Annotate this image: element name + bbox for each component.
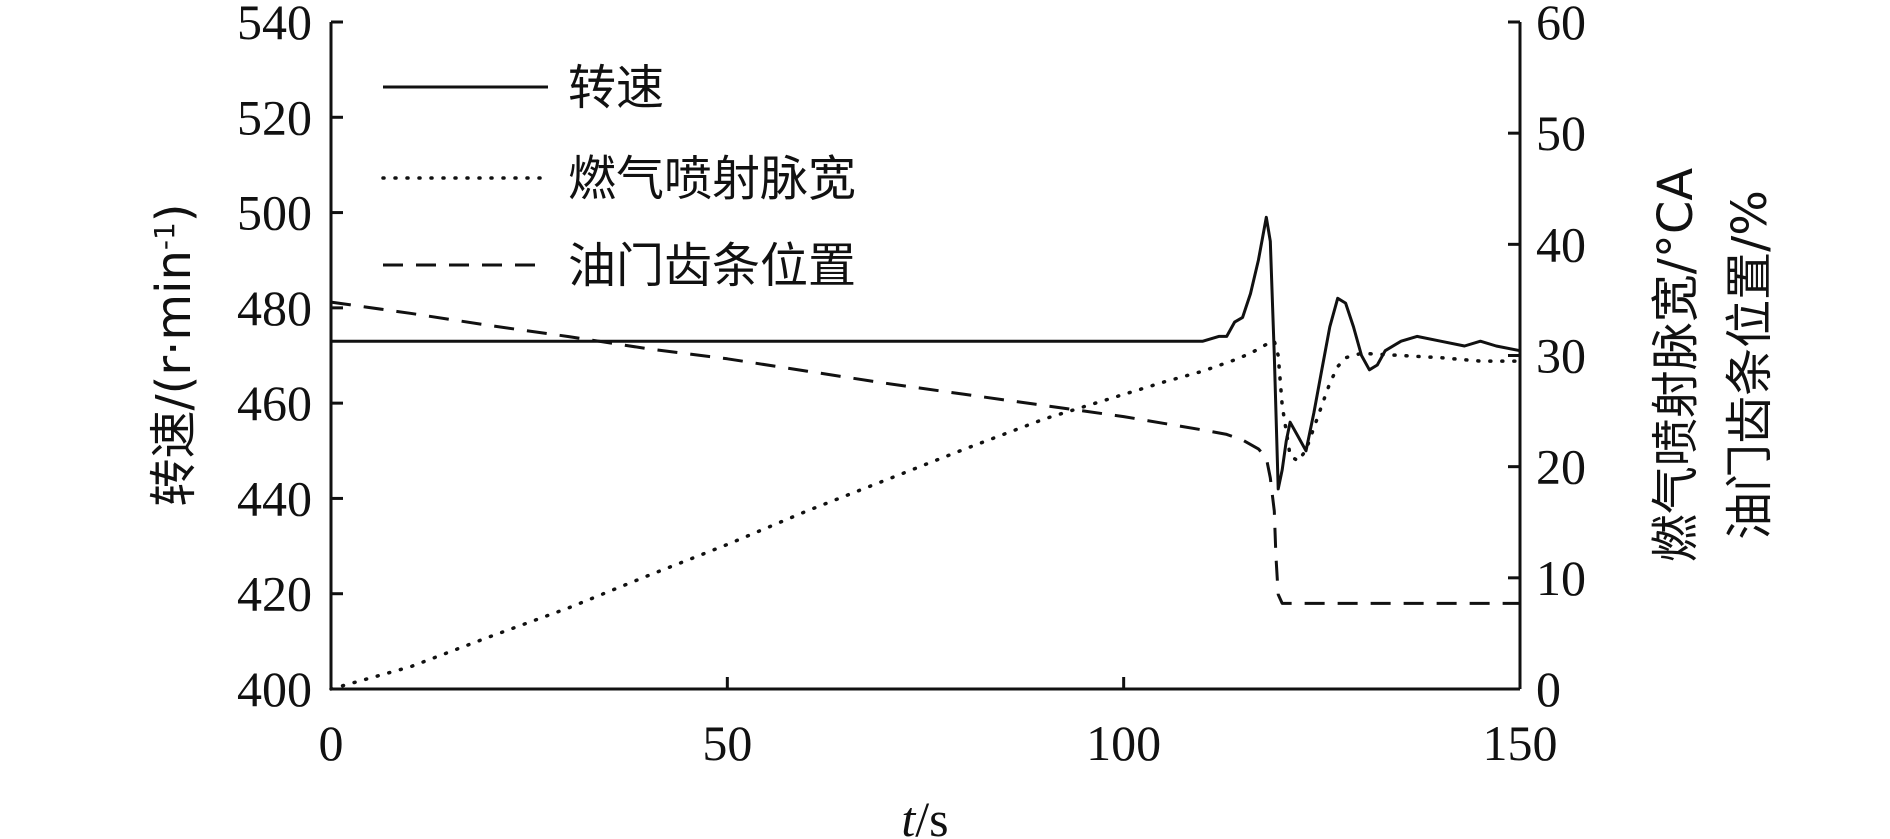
legend: 转速 燃气喷射脉宽 油门齿条位置 bbox=[381, 60, 856, 294]
y-right-tick-label: 40 bbox=[1536, 216, 1586, 272]
y-left-tick-label: 420 bbox=[237, 566, 312, 622]
y-right-tick-label: 60 bbox=[1536, 0, 1586, 50]
axes bbox=[329, 22, 1522, 691]
y-left-axis-title-sup: -1 bbox=[148, 222, 181, 250]
y-left-tick-label: 460 bbox=[237, 375, 312, 431]
series-layer bbox=[329, 215, 1522, 691]
x-axis-title-variable: t bbox=[901, 791, 916, 839]
y-left-axis-title-close: ) bbox=[146, 203, 202, 222]
x-tick-label: 0 bbox=[319, 715, 344, 771]
y-left-tick-label: 520 bbox=[237, 89, 312, 145]
y-right-tick-label: 30 bbox=[1536, 328, 1586, 384]
y-right-tick-label: 50 bbox=[1536, 105, 1586, 161]
y-right-tick-label: 20 bbox=[1536, 439, 1586, 495]
x-axis-title-unit: /s bbox=[915, 791, 948, 839]
x-tick-label: 150 bbox=[1483, 715, 1558, 771]
series-line-throttle bbox=[330, 300, 1520, 605]
y-left-axis-title: 转速/(r·min-1) bbox=[146, 203, 202, 506]
y-right-axis-title-line2: 油门齿条位置/% bbox=[1722, 190, 1778, 540]
tick-group: 0 50 100 150 400 420 440 460 480 500 520 540 0 10 20 30… bbox=[237, 0, 1586, 771]
y-left-tick-label: 500 bbox=[237, 185, 312, 241]
y-left-axis-title-main: 转速/(r·min bbox=[146, 250, 202, 506]
y-right-tick-label: 0 bbox=[1536, 661, 1561, 717]
x-tick-label: 100 bbox=[1086, 715, 1161, 771]
series-line-speed bbox=[331, 215, 1521, 491]
y-left-tick-label: 540 bbox=[237, 0, 312, 50]
y-left-tick-label: 440 bbox=[237, 470, 312, 526]
x-tick-label: 50 bbox=[702, 715, 752, 771]
legend-label-speed: 转速 bbox=[568, 60, 664, 116]
legend-label-throttle: 油门齿条位置 bbox=[568, 238, 856, 294]
y-left-tick-label: 480 bbox=[237, 280, 312, 336]
y-right-tick-label: 10 bbox=[1536, 550, 1586, 606]
y-left-tick-label: 400 bbox=[237, 661, 312, 717]
series-line-gas-pulse bbox=[329, 339, 1522, 691]
legend-label-gas-pulse: 燃气喷射脉宽 bbox=[568, 151, 856, 207]
x-axis-title: t/s bbox=[901, 791, 948, 839]
y-right-axis-title-line1: 燃气喷射脉宽/°CA bbox=[1648, 168, 1704, 563]
